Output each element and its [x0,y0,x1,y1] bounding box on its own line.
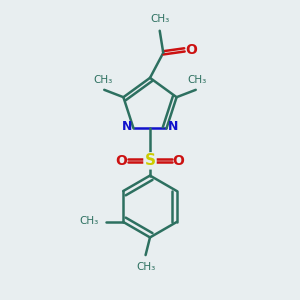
Text: CH₃: CH₃ [150,14,169,24]
Text: O: O [172,154,184,168]
Text: N: N [168,120,178,133]
Text: CH₃: CH₃ [93,74,112,85]
Text: CH₃: CH₃ [79,216,98,226]
Text: O: O [185,43,197,57]
Text: N: N [122,120,132,133]
Text: O: O [116,154,128,168]
Text: CH₃: CH₃ [136,262,155,272]
Text: S: S [145,153,155,168]
Text: CH₃: CH₃ [188,74,207,85]
